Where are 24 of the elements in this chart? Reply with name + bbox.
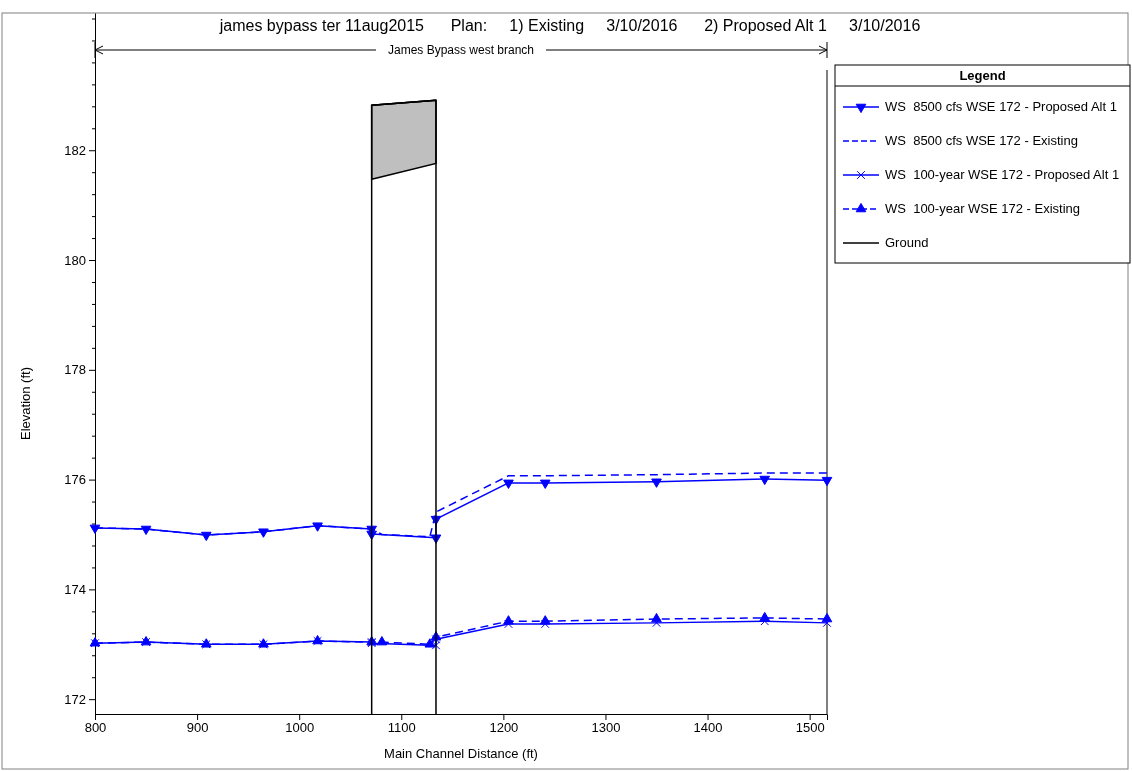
y-tick-label: 174 xyxy=(64,582,86,598)
chart-title: james bypass ter 11aug2015 Plan: 1) Existing 3/10/2016 2) Proposed Alt 1 3/10/2016 xyxy=(218,17,921,34)
x-tick-label: 1500 xyxy=(795,720,825,736)
y-tick-label: 172 xyxy=(64,691,86,707)
x-axis-title: Main Channel Distance (ft) xyxy=(384,746,538,761)
x-tick-label: 800 xyxy=(84,720,107,736)
y-tick-label: 180 xyxy=(64,252,86,268)
x-tick-label: 1100 xyxy=(387,720,416,736)
x-tick-label: 900 xyxy=(186,720,209,736)
x-tick-label: 1400 xyxy=(693,720,723,736)
annotation: James Bypass west branch xyxy=(387,43,535,57)
legend-label: WS 100-year WSE 172 - Proposed Alt 1 xyxy=(885,167,1120,182)
y-tick-label: 182 xyxy=(64,142,86,158)
y-tick-label: 176 xyxy=(64,472,86,488)
x-tick-label: 1000 xyxy=(285,720,315,736)
y-axis-title: Elevation (ft) xyxy=(18,367,33,440)
legend-title: Legend xyxy=(959,68,1006,83)
x-tick-label: 1300 xyxy=(591,720,621,736)
legend-label: Ground xyxy=(885,235,929,250)
legend-label: WS 100-year WSE 172 - Existing xyxy=(885,201,1081,216)
x-tick-label: 1200 xyxy=(489,720,519,736)
legend-label: WS 8500 cfs WSE 172 - Proposed Alt 1 xyxy=(885,99,1117,114)
legend-label: WS 8500 cfs WSE 172 - Existing xyxy=(885,133,1078,148)
y-tick-label: 178 xyxy=(64,362,86,378)
